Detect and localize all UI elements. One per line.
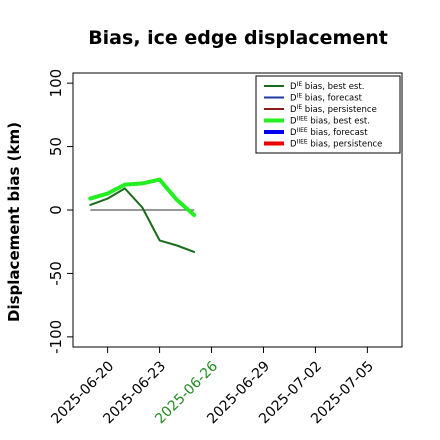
chart-title: Bias, ice edge displacement [88, 27, 388, 49]
legend-entry: DIE bias, forecast [290, 93, 363, 104]
y-tick-label: -100 [47, 320, 65, 354]
y-tick-label: 100 [47, 69, 65, 98]
y-tick-label: 0 [47, 205, 65, 215]
y-tick-label: 50 [47, 137, 65, 156]
legend: DIE bias, best est.DIE bias, forecastDIE… [255, 75, 401, 154]
legend-entry: DIE bias, best est. [290, 81, 364, 92]
legend-entry: DIE bias, persistence [290, 104, 377, 115]
x-axis: 2025-06-202025-06-232025-06-262025-06-29… [48, 347, 377, 427]
y-axis: -100 -50 0 50 100 [47, 69, 73, 354]
y-axis-label: Displacement bias (km) [5, 122, 23, 322]
legend-entry: DIIEE bias, persistence [290, 139, 382, 150]
y-tick-label: -50 [47, 261, 65, 286]
legend-box [255, 75, 401, 154]
legend-entry: DIIEE bias, forecast [290, 127, 368, 138]
series-line [89, 187, 196, 253]
series-lines [88, 177, 197, 253]
series-line [88, 177, 197, 218]
legend-entry: DIIEE bias, best est. [290, 116, 370, 127]
